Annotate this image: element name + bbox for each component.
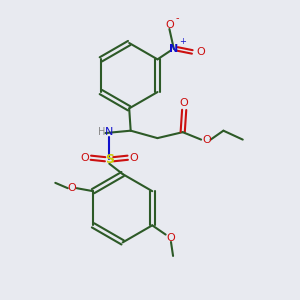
Text: O: O [167, 233, 176, 243]
Text: O: O [68, 183, 76, 193]
Text: O: O [196, 47, 205, 57]
Text: S: S [105, 153, 114, 166]
Text: O: O [80, 153, 89, 163]
Text: +: + [179, 37, 186, 46]
Text: O: O [180, 98, 189, 108]
Text: O: O [203, 135, 212, 145]
Text: O: O [130, 153, 139, 163]
Text: H: H [98, 127, 105, 136]
Text: -: - [176, 13, 179, 23]
Text: N: N [105, 127, 113, 136]
Text: O: O [165, 20, 174, 30]
Text: N: N [169, 44, 178, 54]
